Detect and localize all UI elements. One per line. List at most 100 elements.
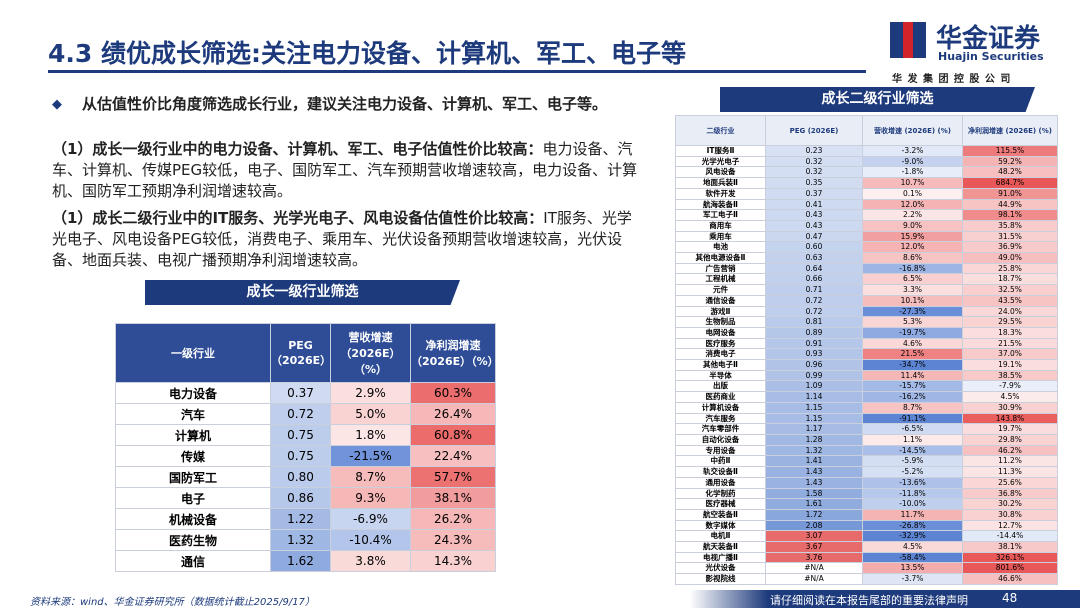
value-cell: 0.75 — [270, 424, 331, 446]
value-cell: 25.6% — [962, 476, 1058, 489]
value-cell: -9.0% — [862, 155, 963, 168]
row: 医药商业 1.14 -16.2% 4.5% — [675, 391, 1058, 403]
value-cell: 1.43 — [765, 466, 863, 478]
value-cell: -32.9% — [862, 530, 963, 543]
name-cell: 其他电源设备Ⅱ — [675, 252, 766, 264]
value-cell: 35.8% — [962, 219, 1058, 232]
row: 电视广播Ⅱ 3.76 -58.4% 326.1% — [675, 551, 1058, 564]
row: 轨交设备Ⅱ 1.43 -5.2% 11.3% — [675, 466, 1058, 478]
name-cell: 医疗器械 — [675, 498, 766, 510]
value-cell: 0.81 — [765, 316, 863, 328]
name-cell: 光伏设备 — [675, 562, 766, 575]
value-cell: 9.0% — [862, 219, 963, 232]
value-cell: 801.6% — [962, 562, 1058, 575]
value-cell: 57.7% — [410, 466, 496, 488]
name-cell: 元件 — [675, 284, 766, 296]
value-cell: 1.17 — [765, 423, 863, 435]
name-cell: 半导体 — [675, 369, 766, 382]
row: 半导体 0.99 11.4% 38.5% — [675, 369, 1058, 382]
value-cell: -3.7% — [862, 573, 963, 585]
name-cell: 电池 — [675, 241, 766, 254]
value-cell: 5.0% — [330, 403, 411, 425]
value-cell: -7.9% — [962, 380, 1058, 393]
row: 通信设备 0.72 10.1% 43.5% — [675, 294, 1058, 307]
value-cell: 0.41 — [765, 198, 863, 211]
logo-mark — [903, 22, 913, 58]
row: 光学光电子 0.32 -9.0% 59.2% — [675, 155, 1058, 168]
name-cell: 国防军工 — [115, 466, 271, 488]
value-cell: -27.3% — [862, 305, 963, 318]
value-cell: 1.41 — [765, 455, 863, 468]
value-cell: -5.9% — [862, 455, 963, 468]
value-cell: 11.2% — [962, 455, 1058, 468]
value-cell: 38.1% — [410, 487, 496, 509]
row: 通用设备 1.43 -13.6% 25.6% — [675, 476, 1058, 489]
value-cell: 0.75 — [270, 445, 331, 467]
value-cell: -10.4% — [330, 529, 411, 551]
name-cell: 软件开发 — [675, 187, 766, 200]
value-cell: 38.5% — [962, 369, 1058, 382]
value-cell: 18.3% — [962, 326, 1058, 339]
value-cell: 0.66 — [765, 273, 863, 286]
body: IT服务、光学光电子、风电设备PEG较低，消费电子、乘用车、光伏设备预期营收增速… — [52, 209, 632, 269]
value-cell: 25.8% — [962, 262, 1058, 275]
name-cell: 商用车 — [675, 219, 766, 232]
value-cell: 29.8% — [962, 433, 1058, 446]
name-cell: 其他电子Ⅱ — [675, 359, 766, 371]
row: 汽车 0.72 5.0% 26.4% — [115, 403, 496, 425]
value-cell: 0.32 — [765, 166, 863, 179]
bullet-icon: ◆ — [52, 97, 62, 112]
value-cell: 44.9% — [962, 198, 1058, 211]
name-cell: 医疗服务 — [675, 337, 766, 350]
row: 商用车 0.43 9.0% 35.8% — [675, 219, 1058, 232]
value-cell: 1.61 — [765, 498, 863, 510]
value-cell: 46.2% — [962, 444, 1058, 457]
row: 电池 0.60 12.0% 36.9% — [675, 241, 1058, 254]
value-cell: -3.2% — [862, 145, 963, 157]
value-cell: 0.37 — [270, 382, 331, 404]
value-cell: 4.5% — [962, 391, 1058, 403]
name-cell: IT服务Ⅱ — [675, 145, 766, 157]
value-cell: -14.5% — [862, 444, 963, 457]
value-cell: 0.43 — [765, 219, 863, 232]
value-cell: 3.67 — [765, 541, 863, 553]
value-cell: 46.6% — [962, 573, 1058, 585]
value-cell: 0.71 — [765, 284, 863, 296]
value-cell: 2.2% — [862, 209, 963, 221]
row: 机械设备 1.22 -6.9% 26.2% — [115, 508, 496, 530]
value-cell: 4.5% — [862, 541, 963, 553]
value-cell: 0.32 — [765, 155, 863, 168]
value-cell: 11.4% — [862, 369, 963, 382]
value-cell: -13.6% — [862, 476, 963, 489]
value-cell: -58.4% — [862, 551, 963, 564]
value-cell: 0.60 — [765, 241, 863, 254]
row: 医疗器械 1.61 -10.0% 30.2% — [675, 498, 1058, 510]
header-row: 二级行业 PEG (2026E) 营收增速 (2026E) (%) 净利润增速 (20… — [675, 115, 1058, 146]
name-cell: 汽车 — [115, 403, 271, 425]
lead: （1）成长一级行业中的电力设备、计算机、军工、电子估值性价比较高： — [52, 140, 543, 158]
name-cell: 光学光电子 — [675, 155, 766, 168]
name-cell: 专用设备 — [675, 444, 766, 457]
value-cell: 6.5% — [862, 273, 963, 286]
name-cell: 传媒 — [115, 445, 271, 467]
value-cell: 31.5% — [962, 230, 1058, 243]
footer-bar — [690, 590, 1080, 608]
row: 软件开发 0.37 0.1% 91.0% — [675, 187, 1058, 200]
name-cell: 广告营销 — [675, 262, 766, 275]
row: 电力设备 0.37 2.9% 60.3% — [115, 382, 496, 404]
value-cell: 0.89 — [765, 326, 863, 339]
value-cell: 1.15 — [765, 412, 863, 425]
row: 其他电源设备Ⅱ 0.63 8.6% 49.0% — [675, 252, 1058, 264]
paragraph: （1）成长二级行业中的IT服务、光学光电子、风电设备估值性价比较高：IT服务、光… — [52, 208, 642, 271]
bullet-main: 从估值性价比角度筛选成长行业，建议关注电力设备、计算机、军工、电子等。 — [82, 95, 608, 113]
name-cell: 军工电子Ⅱ — [675, 209, 766, 221]
value-cell: 1.1% — [862, 433, 963, 446]
header-cell: PEG (2026E) — [765, 115, 863, 146]
value-cell: 8.6% — [862, 252, 963, 264]
value-cell: -15.7% — [862, 380, 963, 393]
name-cell: 生物制品 — [675, 316, 766, 328]
value-cell: 12.7% — [962, 519, 1058, 532]
value-cell: 3.76 — [765, 551, 863, 564]
row: 风电设备 0.32 -1.8% 48.2% — [675, 166, 1058, 179]
value-cell: 0.35 — [765, 177, 863, 189]
